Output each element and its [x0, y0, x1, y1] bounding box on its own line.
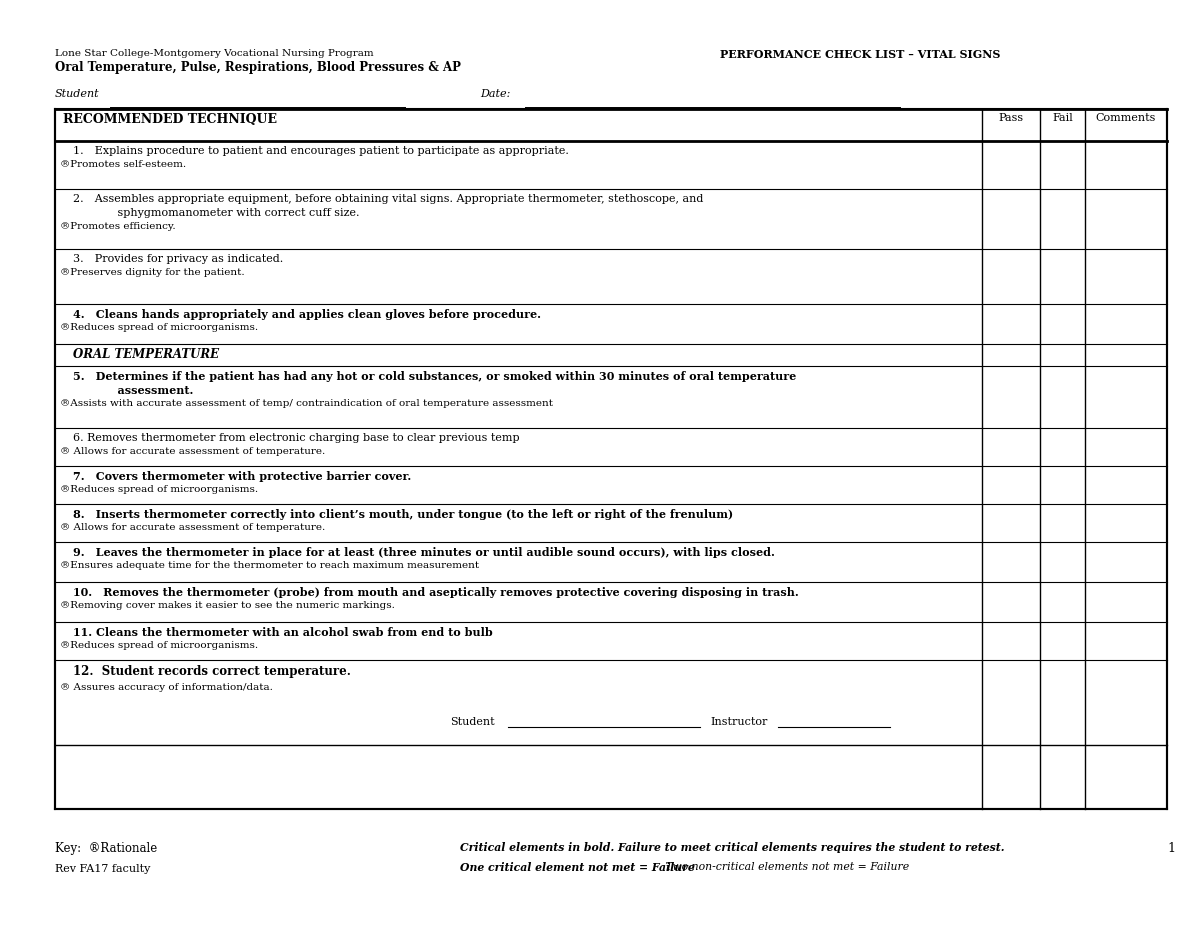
Text: 5. Determines if the patient has had any hot or cold substances, or smoked withi: 5. Determines if the patient has had any…	[73, 371, 797, 382]
Text: Critical elements in bold. Failure to meet critical elements requires the studen: Critical elements in bold. Failure to me…	[460, 842, 1004, 853]
Text: 7. Covers thermometer with protective barrier cover.: 7. Covers thermometer with protective ba…	[73, 471, 412, 482]
Text: 1. Explains procedure to patient and encourages patient to participate as approp: 1. Explains procedure to patient and enc…	[73, 146, 569, 156]
Text: 6. Removes thermometer from electronic charging base to clear previous temp: 6. Removes thermometer from electronic c…	[73, 433, 520, 443]
Text: Lone Star College-Montgomery Vocational Nursing Program: Lone Star College-Montgomery Vocational …	[55, 49, 373, 58]
Text: Instructor: Instructor	[710, 717, 767, 727]
Text: Oral Temperature, Pulse, Respirations, Blood Pressures & AP: Oral Temperature, Pulse, Respirations, B…	[55, 61, 461, 74]
Text: 10. Removes the thermometer (probe) from mouth and aseptically removes protectiv: 10. Removes the thermometer (probe) from…	[73, 587, 799, 598]
Text: Comments: Comments	[1096, 113, 1156, 123]
Text: sphygmomanometer with correct cuff size.: sphygmomanometer with correct cuff size.	[73, 208, 360, 218]
Text: ®Assists with accurate assessment of temp/ contraindication of oral temperature : ®Assists with accurate assessment of tem…	[60, 399, 553, 408]
Text: Key:  ®Rationale: Key: ®Rationale	[55, 842, 157, 855]
Text: Two non-critical elements not met = Failure: Two non-critical elements not met = Fail…	[655, 862, 910, 872]
Text: 3. Provides for privacy as indicated.: 3. Provides for privacy as indicated.	[73, 254, 283, 264]
Text: ®Promotes self-esteem.: ®Promotes self-esteem.	[60, 160, 186, 169]
Text: PERFORMANCE CHECK LIST – VITAL SIGNS: PERFORMANCE CHECK LIST – VITAL SIGNS	[720, 49, 1001, 60]
Text: assessment.: assessment.	[73, 385, 193, 396]
Text: 8. Inserts thermometer correctly into client’s mouth, under tongue (to the left : 8. Inserts thermometer correctly into cl…	[73, 509, 733, 520]
Text: Student: Student	[55, 89, 100, 99]
Text: 11. Cleans the thermometer with an alcohol swab from end to bulb: 11. Cleans the thermometer with an alcoh…	[73, 627, 493, 638]
Text: 12.  Student records correct temperature.: 12. Student records correct temperature.	[73, 665, 350, 678]
Text: ®Reduces spread of microorganisms.: ®Reduces spread of microorganisms.	[60, 641, 258, 650]
Text: ® Allows for accurate assessment of temperature.: ® Allows for accurate assessment of temp…	[60, 523, 325, 532]
Text: Rev FA17 faculty: Rev FA17 faculty	[55, 864, 150, 874]
Text: 1: 1	[1166, 842, 1175, 855]
Text: Date:: Date:	[480, 89, 510, 99]
Text: ®Ensures adequate time for the thermometer to reach maximum measurement: ®Ensures adequate time for the thermomet…	[60, 561, 479, 570]
Text: One critical element not met = Failure: One critical element not met = Failure	[460, 862, 695, 873]
Text: 4. Cleans hands appropriately and applies clean gloves before procedure.: 4. Cleans hands appropriately and applie…	[73, 309, 541, 320]
Text: ®Reduces spread of microorganisms.: ®Reduces spread of microorganisms.	[60, 323, 258, 332]
Text: ®Preserves dignity for the patient.: ®Preserves dignity for the patient.	[60, 268, 245, 277]
Text: ORAL TEMPERATURE: ORAL TEMPERATURE	[73, 348, 220, 361]
Text: ®Reduces spread of microorganisms.: ®Reduces spread of microorganisms.	[60, 485, 258, 494]
Text: ® Allows for accurate assessment of temperature.: ® Allows for accurate assessment of temp…	[60, 447, 325, 456]
Text: Fail: Fail	[1052, 113, 1073, 123]
Text: RECOMMENDED TECHNIQUE: RECOMMENDED TECHNIQUE	[64, 113, 277, 126]
Bar	[55, 109, 1166, 809]
Text: 2. Assembles appropriate equipment, before obtaining vital signs. Appropriate th: 2. Assembles appropriate equipment, befo…	[73, 194, 703, 204]
Text: 9. Leaves the thermometer in place for at least (three minutes or until audible : 9. Leaves the thermometer in place for a…	[73, 547, 775, 558]
Text: ®Promotes efficiency.: ®Promotes efficiency.	[60, 222, 175, 231]
Text: ®Removing cover makes it easier to see the numeric markings.: ®Removing cover makes it easier to see t…	[60, 601, 395, 610]
Text: Student: Student	[450, 717, 494, 727]
Text: ® Assures accuracy of information/data.: ® Assures accuracy of information/data.	[60, 683, 272, 692]
Text: Pass: Pass	[998, 113, 1024, 123]
